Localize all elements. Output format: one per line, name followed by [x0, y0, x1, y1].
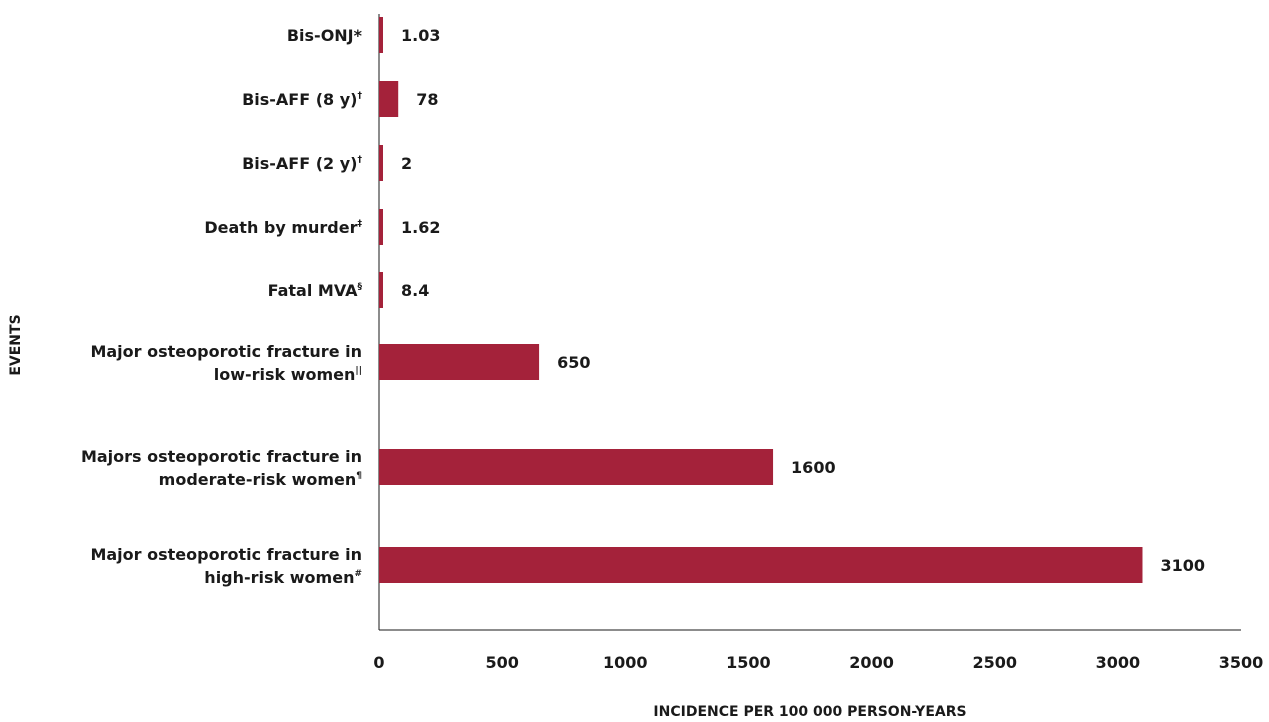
value-label-4: 8.4 — [401, 281, 429, 300]
value-labels: 1.03 78 2 1.62 8.4 650 1600 3100 — [401, 26, 1205, 575]
bar-3 — [379, 209, 383, 245]
value-label-2: 2 — [401, 154, 412, 173]
category-label-7-line-0: Major osteoporotic fracture in — [90, 545, 362, 564]
category-label-6-line-1: moderate-risk women¶ — [159, 470, 362, 489]
x-tick-label-3: 1500 — [726, 653, 771, 672]
category-label-5-line-1: low-risk women|| — [214, 365, 362, 384]
x-tick-label-1: 500 — [485, 653, 518, 672]
value-label-7: 3100 — [1160, 556, 1205, 575]
bar-5 — [379, 344, 540, 380]
category-label-6-line-0: Majors osteoporotic fracture in — [81, 447, 362, 466]
x-tick-label-5: 2500 — [972, 653, 1017, 672]
bar-1 — [379, 81, 399, 117]
category-label-7-line-1: high-risk women# — [204, 568, 362, 587]
category-label-0-line-0: Bis-ONJ* — [287, 26, 363, 45]
category-label-5-line-0: Major osteoporotic fracture in — [90, 342, 362, 361]
bar-2 — [379, 145, 383, 181]
value-label-0: 1.03 — [401, 26, 440, 45]
category-label-4-line-0: Fatal MVA§ — [268, 281, 363, 300]
bar-4 — [379, 272, 383, 308]
bars — [379, 17, 1143, 583]
x-tick-label-4: 2000 — [849, 653, 894, 672]
x-tick-label-6: 3000 — [1096, 653, 1141, 672]
category-label-1-line-0: Bis-AFF (8 y)† — [242, 90, 362, 109]
x-tick-label-0: 0 — [373, 653, 384, 672]
y-axis-title: EVENTS — [8, 314, 24, 375]
value-label-5: 650 — [557, 353, 590, 372]
x-axis-title: INCIDENCE PER 100 000 PERSON-YEARS — [653, 704, 966, 720]
bar-6 — [379, 449, 774, 485]
category-label-2-line-0: Bis-AFF (2 y)† — [242, 154, 362, 173]
axes — [378, 14, 1241, 631]
bar-0 — [379, 17, 383, 53]
x-tick-label-2: 1000 — [603, 653, 648, 672]
category-label-3-line-0: Death by murder‡ — [204, 218, 362, 237]
value-label-1: 78 — [416, 90, 438, 109]
x-tick-label-7: 3500 — [1219, 653, 1264, 672]
value-label-6: 1600 — [791, 458, 836, 477]
category-labels: Bis-ONJ* Bis-AFF (8 y)† Bis-AFF (2 y)† Deat… — [81, 26, 363, 587]
value-label-3: 1.62 — [401, 218, 440, 237]
x-tick-labels: 0 500 1000 1500 2000 2500 3000 3500 — [373, 653, 1263, 672]
bar-7 — [379, 547, 1143, 583]
